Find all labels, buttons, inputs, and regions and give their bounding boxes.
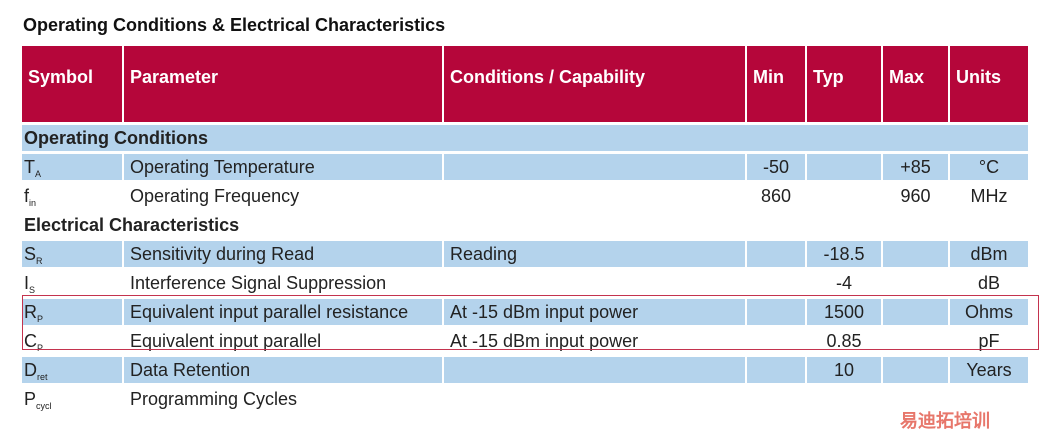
conditions-cell [444,357,745,383]
conditions-cell: At -15 dBm input power [444,299,745,325]
conditions-cell [444,386,745,412]
parameter-cell: Data Retention [124,357,442,383]
symbol-cell: CP [22,328,122,354]
row-gap-cell [22,412,1028,415]
table-row: Dret Data Retention 10 Years [22,357,1028,383]
parameter-cell: Operating Frequency [130,186,300,206]
symbol: D [24,360,37,380]
table-row: TA Operating Temperature -50 +85 °C [22,154,1028,180]
highlight-box [22,295,1039,350]
column-header: Min [747,46,805,122]
units-cell: Years [950,357,1028,383]
symbol: I [24,273,30,293]
page-title: Operating Conditions & Electrical Charac… [23,15,446,35]
header-row: Symbol Parameter Conditions / Capability Mi… [22,46,1028,122]
characteristics-table: Symbol Parameter Conditions / Capability Mi… [20,46,1030,415]
table-row: IS Interference Signal Suppression -4 dB [22,270,1028,296]
section-heading: Electrical Characteristics [24,215,240,235]
column-header: Typ [807,46,881,122]
symbol-cell: Pcycl [22,386,122,412]
symbol-subscript: R [36,256,43,266]
table-row: fin Operating Frequency 860 960 MHz [22,183,1028,209]
symbol-cell: TA [22,154,122,180]
min-cell [747,299,805,325]
parameter-cell: Interference Signal Suppression [130,273,387,293]
symbol-subscript: in [29,198,37,208]
conditions-cell [444,154,745,180]
max-cell [883,299,948,325]
symbol-cell: IS [22,270,122,296]
typ-cell: 0.85 [826,331,862,351]
typ-cell [807,386,881,412]
column-header: Parameter [124,46,442,122]
units-cell [950,386,1028,412]
symbol-subscript: P [37,343,44,353]
min-cell [747,386,805,412]
typ-cell: 1500 [807,299,881,325]
units-cell: dB [977,273,1001,293]
max-cell [883,357,948,383]
symbol-cell: SR [22,241,122,267]
typ-cell: 10 [807,357,881,383]
section-heading: Operating Conditions [22,125,1028,151]
min-cell: 860 [760,186,792,206]
section-row: Operating Conditions [22,125,1028,151]
table-row: SR Sensitivity during Read Reading -18.5… [22,241,1028,267]
max-cell [883,270,948,296]
max-cell [883,386,948,412]
parameter-cell: Programming Cycles [130,389,298,409]
parameter-cell: Sensitivity during Read [124,241,442,267]
parameter-cell: Operating Temperature [124,154,442,180]
column-header: Max [883,46,948,122]
min-cell: -50 [747,154,805,180]
typ-cell: -18.5 [807,241,881,267]
symbol-subscript: ret [37,372,48,382]
symbol-subscript: cycl [36,401,52,411]
max-cell [883,241,948,267]
parameter-cell: Equivalent input parallel [130,331,322,351]
table-row: RP Equivalent input parallel resistance … [22,299,1028,325]
min-cell [747,241,805,267]
watermark-logo: 易迪拓培训 [900,411,990,431]
parameter-cell: Equivalent input parallel resistance [124,299,442,325]
conditions-cell [444,270,745,296]
symbol: P [24,389,37,409]
symbol-cell: fin [22,183,122,209]
symbol: S [24,244,37,264]
column-header: Symbol [22,46,122,122]
symbol-cell: Dret [22,357,122,383]
min-cell [747,357,805,383]
units-cell: °C [950,154,1028,180]
typ-cell: -4 [835,273,852,293]
table-row: Pcycl Programming Cycles [22,386,1028,412]
symbol-subscript: S [29,285,36,295]
units-cell: Ohms [950,299,1028,325]
section-row: Electrical Characteristics [22,212,1028,238]
typ-cell [807,154,881,180]
min-cell [747,270,805,296]
symbol-subscript: P [37,314,44,324]
symbol-subscript: A [35,169,42,179]
conditions-cell: At -15 dBm input power [450,331,639,351]
units-cell: MHz [970,186,1008,206]
conditions-cell [444,183,745,209]
units-cell: pF [978,331,1000,351]
max-cell: +85 [883,154,948,180]
max-cell: 960 [900,186,931,206]
column-header: Conditions / Capability [444,46,745,122]
symbol-cell: RP [22,299,122,325]
symbol: T [24,157,35,177]
units-cell: dBm [950,241,1028,267]
symbol: R [24,302,37,322]
row-gap [22,412,1028,415]
symbol: C [24,331,37,351]
column-header: Units [950,46,1028,122]
typ-cell [807,183,881,209]
symbol: f [24,186,30,206]
conditions-cell: Reading [444,241,745,267]
table-row: CP Equivalent input parallel At -15 dBm … [22,328,1028,354]
